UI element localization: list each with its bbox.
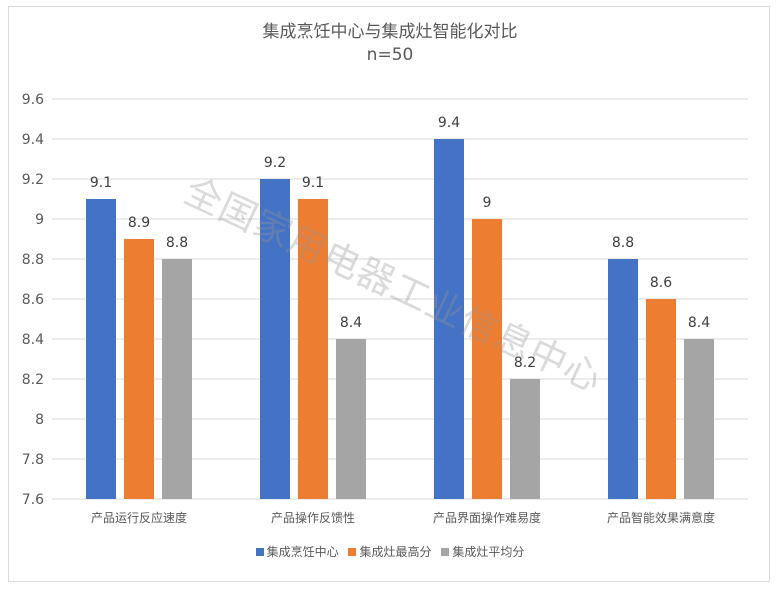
legend-swatch [441,548,450,556]
y-tick-label: 8.4 [22,332,44,348]
legend-label: 集成灶平均分 [452,545,525,559]
legend-label: 集成烹饪中心 [266,545,339,559]
bar [510,379,540,499]
data-label: 9.1 [90,175,112,191]
bar [124,239,154,499]
data-label: 8.6 [650,275,672,291]
x-tick-label: 产品操作反馈性 [271,510,355,525]
data-label: 8.4 [688,315,710,331]
bar [162,259,192,499]
legend-item: 集成灶最高分 [348,545,432,559]
y-tick-label: 7.6 [22,492,44,508]
legend-item: 集成灶平均分 [441,545,524,559]
chart-title: 集成烹饪中心与集成灶智能化对比 [262,22,518,42]
legend-item: 集成烹饪中心 [255,545,339,559]
data-label: 8.8 [166,235,188,251]
y-tick-label: 9.2 [22,172,44,188]
data-label: 8.4 [340,315,362,331]
y-tick-label: 8.2 [22,372,44,388]
bar [684,339,714,499]
data-label: 8.9 [128,215,150,231]
y-tick-label: 9.4 [22,132,44,148]
data-label: 8.2 [514,355,536,371]
x-tick-label: 产品界面操作难易度 [433,510,541,525]
legend: 集成烹饪中心 集成灶最高分 集成灶平均分 [0,543,780,560]
chart-subtitle: n=50 [366,45,414,65]
data-label: 8.8 [612,235,634,251]
bar [646,299,676,499]
data-label: 9.4 [438,115,460,131]
bar [298,199,328,499]
data-label: 9 [483,195,492,211]
y-tick-label: 9.6 [22,92,44,108]
bar [260,179,290,499]
y-tick-label: 7.8 [22,452,44,468]
y-tick-label: 8.8 [22,252,44,268]
x-tick-label: 产品运行反应速度 [91,510,187,525]
legend-swatch [348,548,357,556]
x-tick-label: 产品智能效果满意度 [607,510,715,525]
legend-label: 集成灶最高分 [359,545,432,559]
bar [336,339,366,499]
y-tick-label: 8.6 [22,292,44,308]
bar [608,259,638,499]
bar [472,219,502,499]
data-label: 9.1 [302,175,324,191]
y-tick-label: 8 [35,412,44,428]
data-label: 9.2 [264,155,286,171]
y-tick-label: 9 [35,212,44,228]
bar [434,139,464,499]
chart-frame [8,6,770,582]
bar [86,199,116,499]
legend-swatch [255,548,264,556]
